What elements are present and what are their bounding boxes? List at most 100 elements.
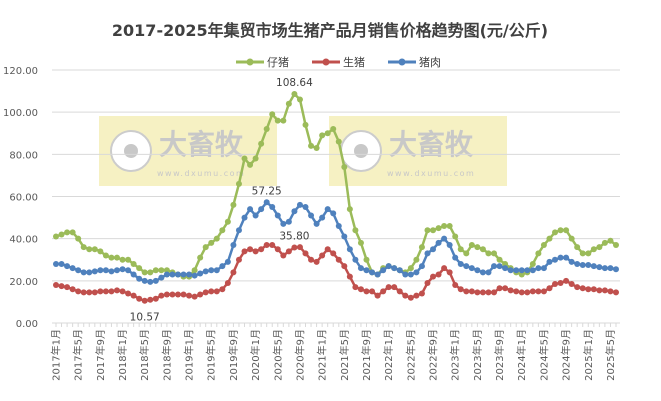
x-tick-label: 2019年1月: [183, 329, 196, 381]
data-point: [152, 295, 159, 302]
data-point: [352, 256, 359, 263]
data-point: [235, 256, 242, 263]
data-point: [291, 90, 298, 97]
data-point: [496, 263, 503, 270]
data-point: [235, 227, 242, 234]
data-point: [219, 227, 226, 234]
data-point: [269, 241, 276, 248]
data-point: [563, 254, 570, 261]
x-tick-label: 2020年5月: [271, 329, 284, 381]
legend-label: 生猪: [343, 55, 365, 69]
data-point: [374, 292, 381, 299]
data-point: [385, 284, 392, 291]
data-point: [102, 288, 109, 295]
data-point: [563, 277, 570, 284]
y-tick-label: 100.00: [3, 108, 38, 119]
data-point: [496, 256, 503, 263]
data-point: [208, 267, 215, 274]
x-tick-label: 2024年5月: [537, 329, 550, 381]
data-point: [474, 244, 481, 251]
data-point: [452, 233, 459, 240]
data-point: [324, 130, 331, 137]
data-point: [413, 292, 420, 299]
data-point: [407, 265, 414, 272]
y-tick-label: 60.00: [9, 193, 38, 204]
data-label: 57.25: [252, 185, 282, 197]
data-point: [208, 288, 215, 295]
data-point: [102, 267, 109, 274]
data-point: [435, 271, 442, 278]
data-point: [113, 267, 120, 274]
data-point: [141, 269, 148, 276]
data-point: [141, 297, 148, 304]
data-point: [396, 288, 403, 295]
data-point: [247, 206, 254, 213]
data-point: [86, 289, 93, 296]
x-tick-label: 2020年1月: [249, 329, 262, 381]
data-point: [524, 267, 531, 274]
data-point: [324, 206, 331, 213]
data-point: [352, 227, 359, 234]
data-point: [319, 252, 326, 259]
data-point: [296, 201, 303, 208]
data-point: [174, 271, 181, 278]
watermark: 大畜牧 www.dxumu.com: [99, 116, 277, 186]
data-point: [308, 142, 315, 149]
data-point: [463, 263, 470, 270]
data-point: [169, 291, 176, 298]
data-point: [247, 246, 254, 253]
data-point: [357, 286, 364, 293]
data-point: [91, 289, 98, 296]
data-point: [136, 275, 143, 282]
data-point: [557, 279, 564, 286]
data-point: [302, 121, 309, 128]
data-point: [53, 260, 59, 267]
data-point: [191, 267, 198, 274]
data-point: [75, 288, 82, 295]
x-tick-label: 2024年9月: [560, 329, 573, 381]
data-point: [152, 267, 159, 274]
data-point: [163, 291, 170, 298]
x-tick-label: 2017年5月: [72, 329, 85, 381]
data-point: [491, 250, 498, 257]
data-point: [80, 269, 87, 276]
data-point: [546, 235, 553, 242]
x-tick-label: 2017年9月: [94, 329, 107, 381]
data-point: [247, 161, 254, 168]
data-point: [125, 290, 132, 297]
data-point: [402, 271, 409, 278]
data-point: [613, 241, 619, 248]
data-point: [296, 244, 303, 251]
chart-title: 2017-2025年集贸市场生猪产品月销售价格趋势图(元/公斤): [112, 21, 548, 40]
data-point: [374, 271, 381, 278]
data-point: [147, 296, 154, 303]
data-point: [158, 292, 165, 299]
data-point: [441, 235, 448, 242]
data-point: [130, 292, 137, 299]
x-tick-label: 2021年5月: [338, 329, 351, 381]
data-point: [585, 262, 592, 269]
x-tick-label: 2025年5月: [604, 329, 617, 381]
data-point: [413, 269, 420, 276]
data-point: [540, 265, 547, 272]
data-point: [568, 258, 575, 265]
data-point: [197, 270, 204, 277]
data-point: [197, 291, 204, 298]
data-point: [557, 254, 564, 261]
data-point: [557, 227, 564, 234]
data-point: [108, 254, 115, 261]
data-point: [108, 288, 115, 295]
data-point: [86, 269, 93, 276]
data-point: [269, 204, 276, 211]
x-tick-label: 2022年5月: [404, 329, 417, 381]
data-point: [174, 291, 181, 298]
data-point: [280, 252, 287, 259]
data-point: [169, 271, 176, 278]
data-point: [546, 285, 553, 292]
x-tick-label: 2018年1月: [116, 329, 129, 381]
data-point: [308, 256, 315, 263]
watermark-url: www.dxumu.com: [387, 169, 475, 178]
data-point: [224, 218, 231, 225]
data-point: [496, 285, 503, 292]
data-point: [86, 246, 93, 253]
